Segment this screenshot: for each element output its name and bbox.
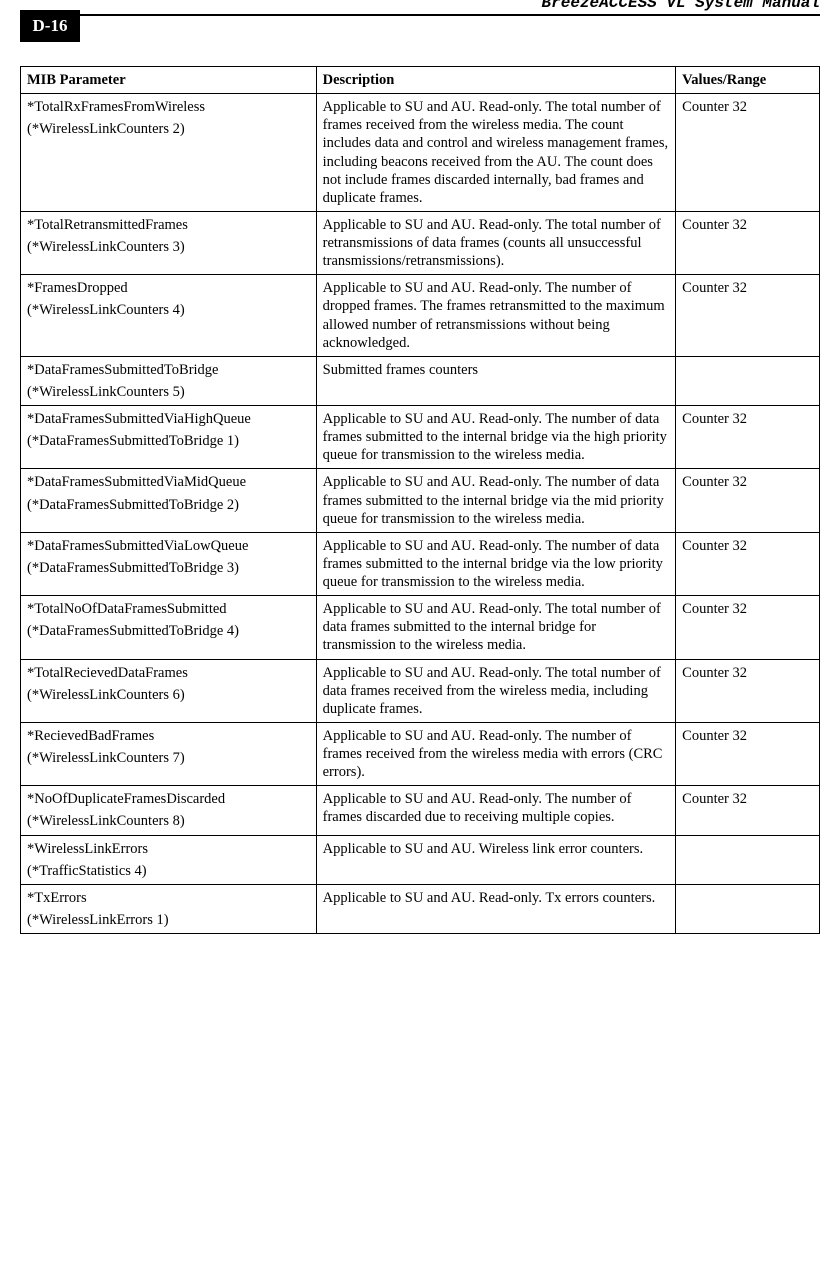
mib-parameters-table: MIB Parameter Description Values/Range *… [20,66,820,934]
table-row: *RecievedBadFrames (*WirelessLinkCounter… [21,722,820,785]
param-oid: (*DataFramesSubmittedToBridge 4) [27,622,310,640]
param-oid: (*WirelessLinkCounters 3) [27,238,310,256]
param-name: *DataFramesSubmittedViaLowQueue [27,537,310,555]
page-number-badge: D-16 [20,10,80,42]
param-name: *TotalRecievedDataFrames [27,664,310,682]
cell-values-range: Counter 32 [676,94,820,212]
cell-mib-parameter: *TotalRecievedDataFrames (*WirelessLinkC… [21,659,317,722]
table-row: *DataFramesSubmittedViaHighQueue (*DataF… [21,406,820,469]
table-row: *TotalRecievedDataFrames (*WirelessLinkC… [21,659,820,722]
cell-description: Applicable to SU and AU. Read-only. The … [316,469,676,532]
param-name: *TxErrors [27,889,310,907]
cell-mib-parameter: *DataFramesSubmittedToBridge (*WirelessL… [21,356,317,405]
cell-values-range: Counter 32 [676,275,820,357]
table-row: *TotalRxFramesFromWireless (*WirelessLin… [21,94,820,212]
cell-description: Applicable to SU and AU. Read-only. The … [316,596,676,659]
cell-values-range: Counter 32 [676,469,820,532]
header-rule: BreezeACCESS VL System Manual [80,14,820,42]
cell-values-range: Counter 32 [676,786,820,835]
cell-values-range [676,835,820,884]
param-oid: (*WirelessLinkCounters 6) [27,686,310,704]
table-row: *TotalRetransmittedFrames (*WirelessLink… [21,211,820,274]
col-header-description: Description [316,67,676,94]
cell-description: Applicable to SU and AU. Read-only. The … [316,211,676,274]
cell-description: Applicable to SU and AU. Read-only. The … [316,275,676,357]
table-row: *TotalNoOfDataFramesSubmitted (*DataFram… [21,596,820,659]
table-header-row: MIB Parameter Description Values/Range [21,67,820,94]
param-name: *TotalRetransmittedFrames [27,216,310,234]
table-row: *DataFramesSubmittedToBridge (*WirelessL… [21,356,820,405]
cell-values-range: Counter 32 [676,596,820,659]
cell-description: Applicable to SU and AU. Read-only. The … [316,406,676,469]
cell-mib-parameter: *NoOfDuplicateFramesDiscarded (*Wireless… [21,786,317,835]
cell-mib-parameter: *FramesDropped (*WirelessLinkCounters 4) [21,275,317,357]
cell-values-range: Counter 32 [676,659,820,722]
cell-description: Applicable to SU and AU. Read-only. The … [316,532,676,595]
table-row: *TxErrors (*WirelessLinkErrors 1) Applic… [21,884,820,933]
table-row: *DataFramesSubmittedViaLowQueue (*DataFr… [21,532,820,595]
param-oid: (*TrafficStatistics 4) [27,862,310,880]
param-name: *TotalRxFramesFromWireless [27,98,310,116]
cell-mib-parameter: *DataFramesSubmittedViaMidQueue (*DataFr… [21,469,317,532]
cell-mib-parameter: *TotalRxFramesFromWireless (*WirelessLin… [21,94,317,212]
cell-description: Applicable to SU and AU. Read-only. The … [316,722,676,785]
cell-mib-parameter: *TxErrors (*WirelessLinkErrors 1) [21,884,317,933]
cell-description: Applicable to SU and AU. Read-only. The … [316,94,676,212]
table-row: *WirelessLinkErrors (*TrafficStatistics … [21,835,820,884]
table-row: *DataFramesSubmittedViaMidQueue (*DataFr… [21,469,820,532]
param-oid: (*WirelessLinkErrors 1) [27,911,310,929]
table-row: *FramesDropped (*WirelessLinkCounters 4)… [21,275,820,357]
table-row: *NoOfDuplicateFramesDiscarded (*Wireless… [21,786,820,835]
cell-description: Submitted frames counters [316,356,676,405]
manual-title: BreezeACCESS VL System Manual [536,0,820,12]
param-oid: (*WirelessLinkCounters 7) [27,749,310,767]
cell-mib-parameter: *DataFramesSubmittedViaHighQueue (*DataF… [21,406,317,469]
cell-values-range: Counter 32 [676,406,820,469]
param-oid: (*WirelessLinkCounters 5) [27,383,310,401]
param-name: *DataFramesSubmittedViaHighQueue [27,410,310,428]
cell-values-range: Counter 32 [676,532,820,595]
param-name: *RecievedBadFrames [27,727,310,745]
cell-mib-parameter: *TotalRetransmittedFrames (*WirelessLink… [21,211,317,274]
cell-values-range [676,356,820,405]
param-oid: (*DataFramesSubmittedToBridge 1) [27,432,310,450]
param-oid: (*WirelessLinkCounters 4) [27,301,310,319]
param-name: *DataFramesSubmittedViaMidQueue [27,473,310,491]
param-oid: (*DataFramesSubmittedToBridge 2) [27,496,310,514]
col-header-values-range: Values/Range [676,67,820,94]
cell-description: Applicable to SU and AU. Wireless link e… [316,835,676,884]
param-name: *TotalNoOfDataFramesSubmitted [27,600,310,618]
cell-values-range: Counter 32 [676,722,820,785]
page-header: D-16 BreezeACCESS VL System Manual [20,10,820,42]
param-oid: (*WirelessLinkCounters 2) [27,120,310,138]
param-name: *NoOfDuplicateFramesDiscarded [27,790,310,808]
param-name: *DataFramesSubmittedToBridge [27,361,310,379]
cell-description: Applicable to SU and AU. Read-only. Tx e… [316,884,676,933]
param-oid: (*DataFramesSubmittedToBridge 3) [27,559,310,577]
param-name: *WirelessLinkErrors [27,840,310,858]
cell-description: Applicable to SU and AU. Read-only. The … [316,786,676,835]
cell-mib-parameter: *RecievedBadFrames (*WirelessLinkCounter… [21,722,317,785]
cell-mib-parameter: *DataFramesSubmittedViaLowQueue (*DataFr… [21,532,317,595]
cell-mib-parameter: *WirelessLinkErrors (*TrafficStatistics … [21,835,317,884]
col-header-mib-parameter: MIB Parameter [21,67,317,94]
cell-values-range: Counter 32 [676,211,820,274]
cell-description: Applicable to SU and AU. Read-only. The … [316,659,676,722]
cell-mib-parameter: *TotalNoOfDataFramesSubmitted (*DataFram… [21,596,317,659]
param-oid: (*WirelessLinkCounters 8) [27,812,310,830]
param-name: *FramesDropped [27,279,310,297]
cell-values-range [676,884,820,933]
